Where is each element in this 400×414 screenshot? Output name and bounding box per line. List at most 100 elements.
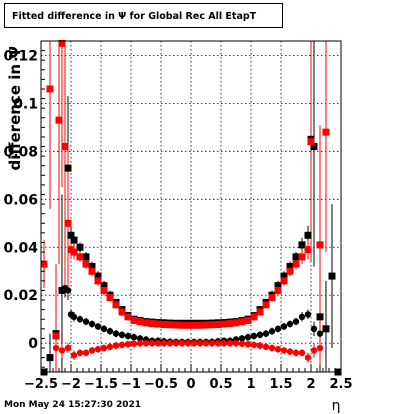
circle-marker bbox=[112, 342, 120, 349]
circle-marker bbox=[82, 318, 90, 325]
circle-marker bbox=[292, 318, 300, 325]
square-marker bbox=[124, 313, 132, 321]
circle-marker bbox=[226, 340, 234, 347]
square-marker bbox=[106, 294, 114, 302]
circle-marker bbox=[202, 340, 210, 347]
square-marker bbox=[64, 219, 72, 227]
x-tick-label: 0.5 bbox=[209, 377, 232, 392]
square-marker bbox=[100, 286, 108, 294]
square-marker bbox=[202, 321, 210, 329]
circle-marker bbox=[142, 340, 150, 347]
y-tick-label: 0.1 bbox=[13, 96, 38, 112]
square-marker bbox=[298, 241, 306, 249]
square-marker bbox=[316, 313, 324, 321]
circle-marker bbox=[238, 340, 246, 347]
circle-marker bbox=[94, 346, 102, 353]
circle-marker bbox=[112, 330, 120, 337]
square-marker bbox=[100, 282, 108, 290]
circle-marker bbox=[250, 341, 258, 349]
square-marker bbox=[76, 253, 84, 261]
circle-marker bbox=[184, 340, 192, 347]
circle-marker bbox=[220, 340, 228, 347]
circle-marker bbox=[298, 349, 306, 357]
y-tick-label: 0.12 bbox=[3, 48, 38, 64]
x-tick-label: 1.5 bbox=[269, 377, 292, 392]
square-marker bbox=[328, 272, 336, 280]
circle-marker bbox=[118, 331, 126, 339]
square-marker bbox=[274, 286, 282, 294]
square-marker bbox=[55, 116, 63, 124]
circle-marker bbox=[136, 335, 144, 342]
circle-marker bbox=[238, 335, 246, 342]
circle-marker bbox=[262, 330, 270, 337]
square-marker bbox=[88, 262, 96, 270]
square-marker bbox=[316, 241, 324, 249]
circle-marker bbox=[298, 313, 306, 321]
square-marker bbox=[94, 272, 102, 280]
square-marker bbox=[304, 246, 312, 254]
circle-marker bbox=[262, 343, 270, 351]
square-marker bbox=[307, 138, 315, 146]
x-axis-label: η bbox=[332, 398, 341, 414]
square-marker bbox=[160, 321, 168, 329]
square-marker bbox=[40, 260, 48, 268]
circle-marker bbox=[88, 347, 96, 354]
circle-marker bbox=[304, 354, 312, 361]
circle-marker bbox=[130, 334, 138, 341]
square-marker bbox=[292, 253, 300, 261]
circle-marker bbox=[244, 340, 252, 348]
square-marker bbox=[88, 267, 96, 275]
circle-marker bbox=[280, 347, 288, 354]
y-tick-label: 0.02 bbox=[3, 288, 38, 304]
circle-marker bbox=[292, 349, 300, 357]
square-marker bbox=[220, 320, 228, 328]
circle-marker bbox=[268, 344, 276, 352]
circle-marker bbox=[256, 342, 264, 349]
square-marker bbox=[214, 321, 222, 329]
square-marker bbox=[304, 231, 312, 239]
circle-marker bbox=[94, 323, 102, 330]
circle-marker bbox=[118, 341, 126, 349]
square-marker bbox=[82, 260, 90, 268]
circle-marker bbox=[100, 344, 108, 352]
y-tick-label: 0.06 bbox=[3, 192, 38, 208]
square-marker bbox=[286, 262, 294, 270]
square-marker bbox=[46, 354, 54, 362]
chart-title: Fitted difference in Ψ for Global Rec Al… bbox=[4, 3, 283, 28]
square-marker bbox=[52, 332, 60, 340]
square-marker bbox=[136, 318, 144, 326]
circle-marker bbox=[100, 325, 108, 333]
circle-marker bbox=[190, 340, 198, 347]
circle-marker bbox=[172, 340, 180, 347]
square-marker bbox=[310, 143, 318, 151]
circle-marker bbox=[178, 340, 186, 347]
x-tick-label: −1.5 bbox=[84, 377, 118, 392]
square-marker bbox=[76, 243, 84, 251]
circle-marker bbox=[304, 311, 312, 318]
circle-marker bbox=[214, 340, 222, 347]
square-marker bbox=[238, 318, 246, 326]
circle-marker bbox=[208, 340, 216, 347]
circle-marker bbox=[136, 340, 144, 347]
x-tick-label: −2 bbox=[61, 377, 81, 392]
y-tick-label: 0 bbox=[28, 336, 38, 352]
circle-marker bbox=[130, 340, 138, 347]
circle-marker bbox=[148, 340, 156, 347]
x-tick-label: −0.5 bbox=[144, 377, 178, 392]
circle-marker bbox=[310, 347, 318, 354]
circle-marker bbox=[274, 325, 282, 333]
circle-marker bbox=[124, 332, 132, 340]
square-marker bbox=[82, 253, 90, 261]
x-tick-label: 2.5 bbox=[329, 377, 352, 392]
square-marker bbox=[61, 143, 69, 151]
square-marker bbox=[322, 325, 330, 333]
x-tick-label: 2 bbox=[306, 377, 315, 392]
square-marker bbox=[142, 319, 150, 327]
square-marker bbox=[58, 39, 66, 47]
timestamp-footer: Mon May 24 15:27:30 2021 bbox=[4, 400, 142, 410]
square-marker bbox=[244, 316, 252, 324]
square-marker bbox=[298, 253, 306, 261]
circle-marker bbox=[154, 340, 162, 347]
square-marker bbox=[172, 321, 180, 329]
